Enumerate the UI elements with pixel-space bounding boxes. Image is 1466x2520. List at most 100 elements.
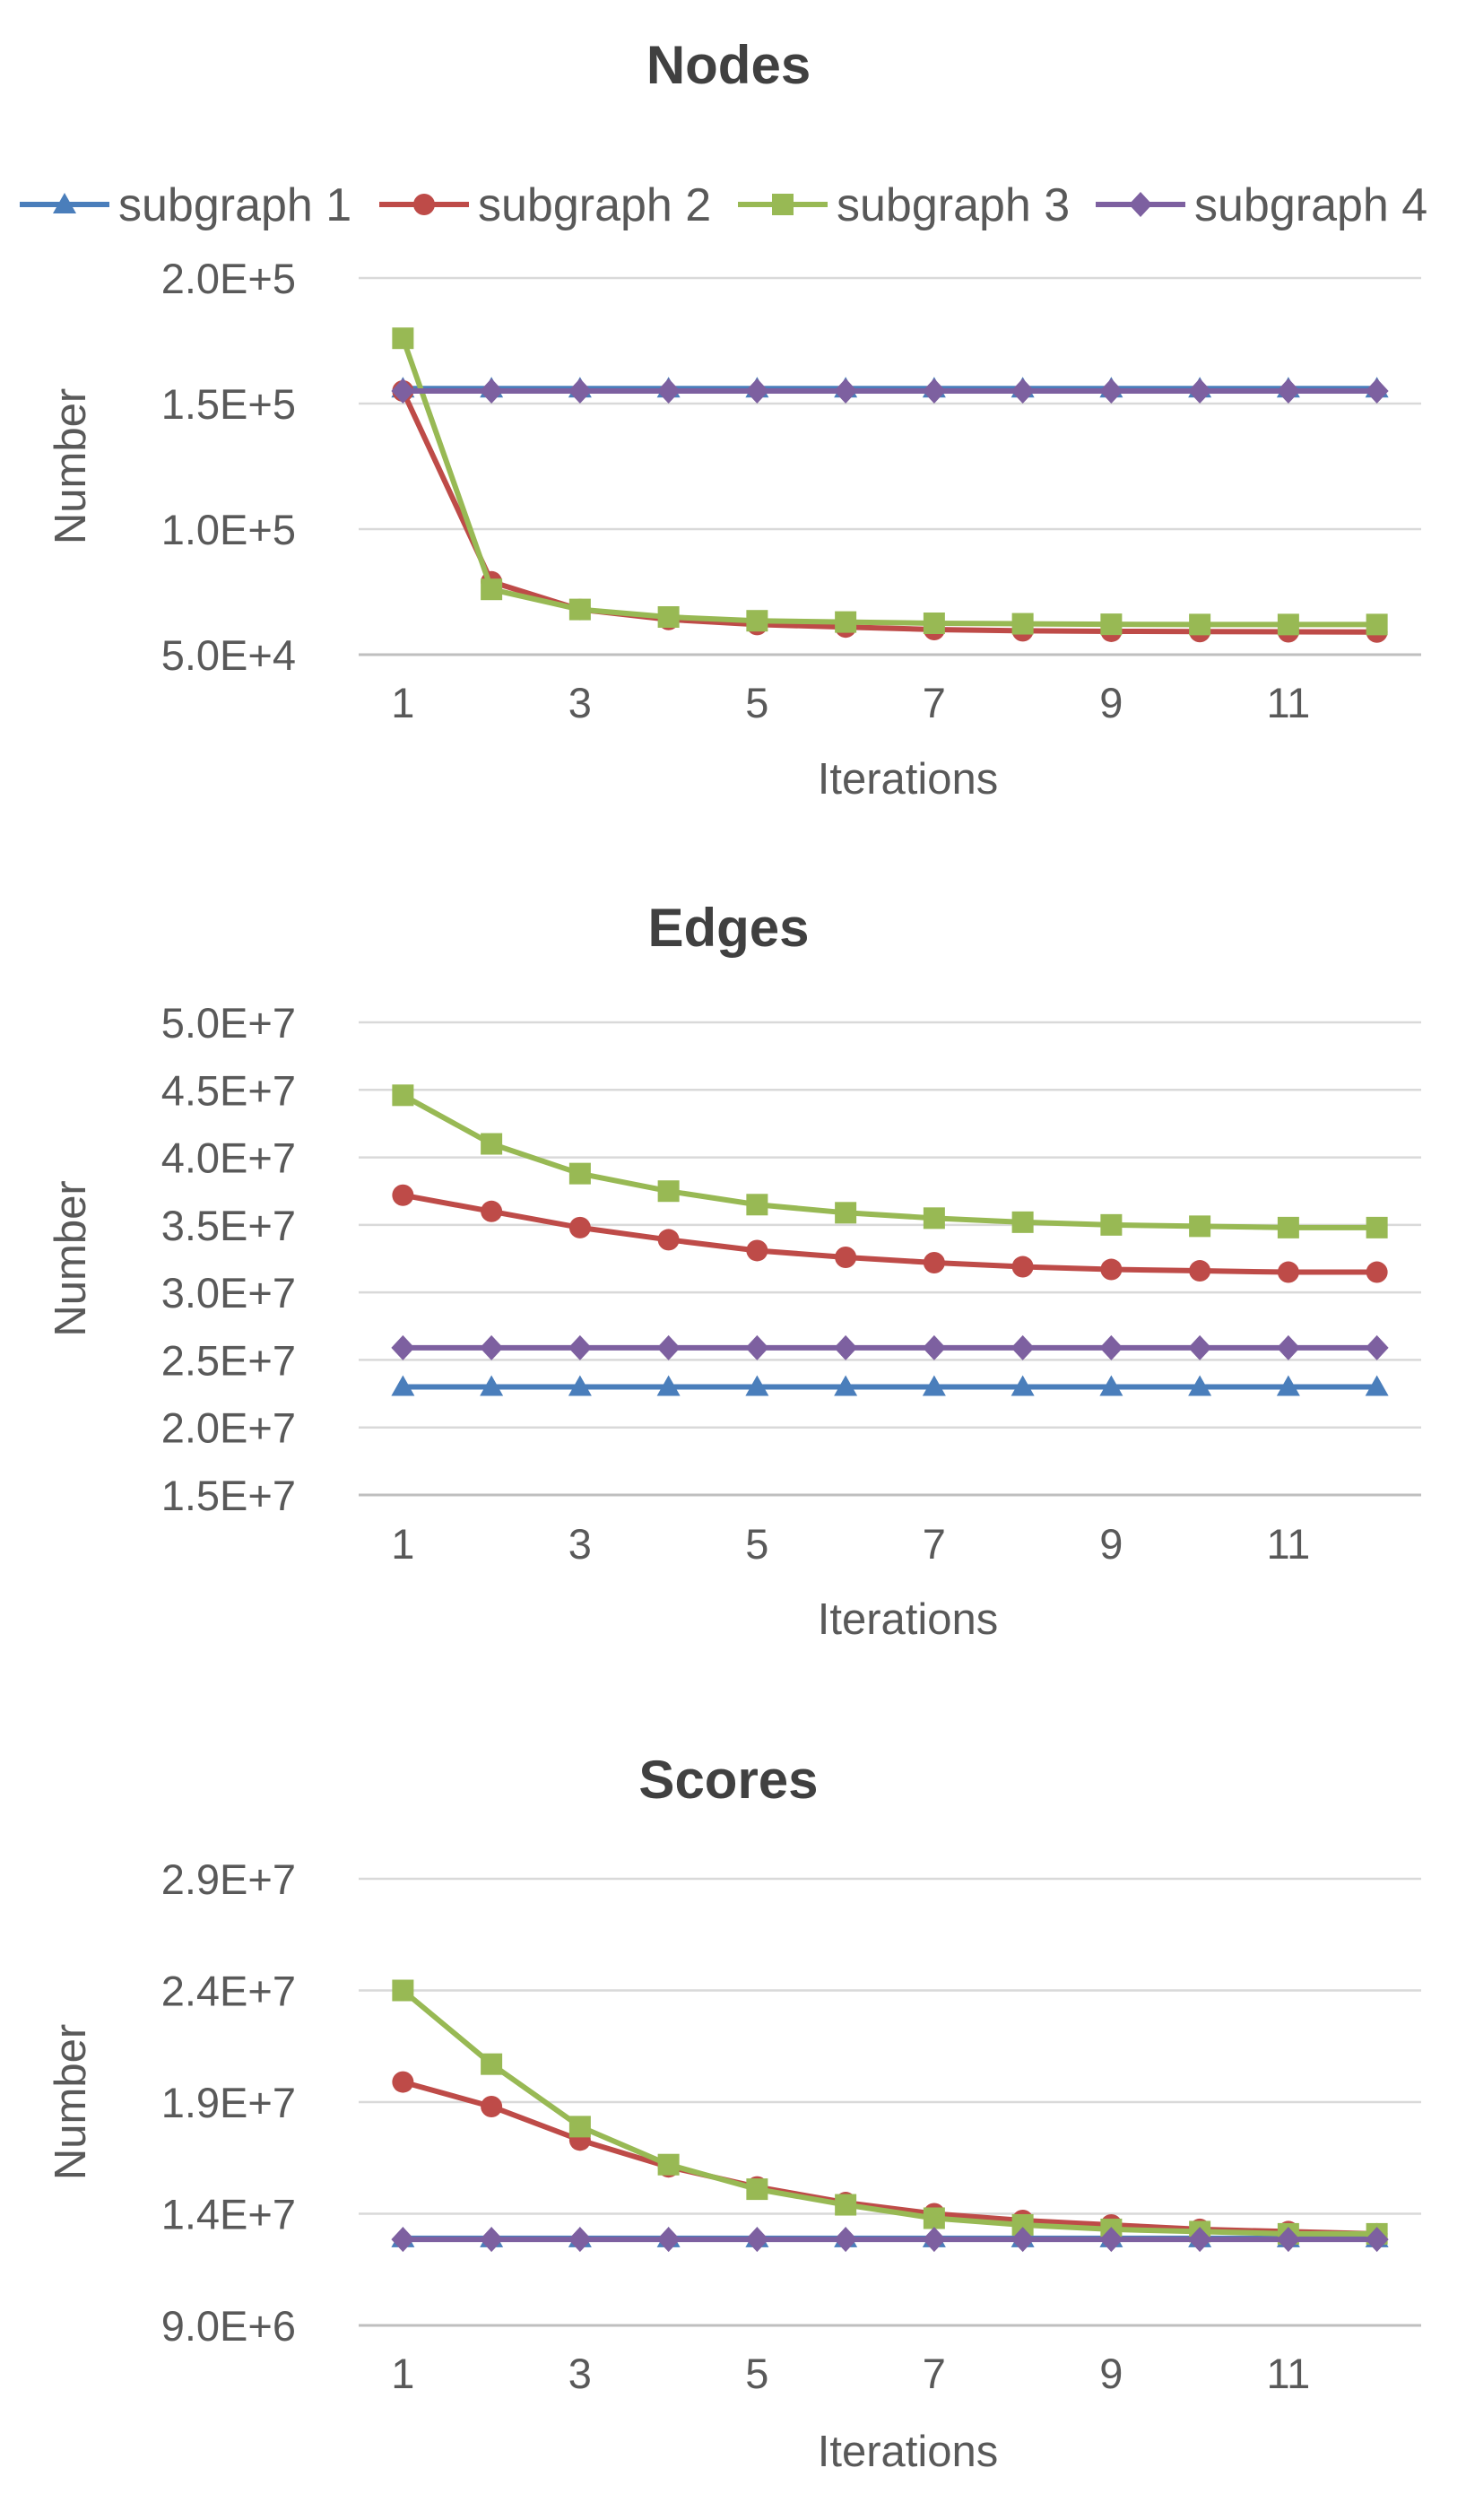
y-tick-label: 2.9E+7 xyxy=(161,1855,296,1903)
x-tick-label: 7 xyxy=(923,2350,946,2397)
data-point xyxy=(657,2153,680,2176)
series-line xyxy=(401,1092,1377,1230)
data-point xyxy=(1365,378,1389,404)
data-point xyxy=(923,1252,945,1274)
data-point xyxy=(568,378,592,404)
data-point xyxy=(481,2053,503,2075)
y-axis-label: Number xyxy=(47,2024,95,2180)
data-point xyxy=(835,611,857,633)
data-point xyxy=(480,2227,504,2253)
data-point xyxy=(568,2227,592,2253)
data-point xyxy=(1100,613,1123,636)
x-tick-label: 9 xyxy=(1099,679,1123,726)
data-point xyxy=(568,2116,591,2138)
y-tick-label: 4.5E+7 xyxy=(161,1066,296,1114)
data-point xyxy=(1100,1213,1123,1236)
y-axis-label: Number xyxy=(47,1180,95,1336)
data-point xyxy=(1099,378,1123,404)
y-tick-label: 3.5E+7 xyxy=(161,1202,296,1249)
data-point xyxy=(923,1207,945,1230)
data-point xyxy=(1277,1261,1299,1283)
y-axis-label: Number xyxy=(47,388,95,544)
data-point xyxy=(1099,2227,1123,2253)
series-subgraph-3 xyxy=(392,1979,1388,2245)
y-tick-label: 2.4E+7 xyxy=(161,1968,296,2015)
y-tick-label: 9.0E+6 xyxy=(161,2302,296,2350)
data-point xyxy=(835,1202,857,1224)
data-point xyxy=(657,606,680,628)
x-tick-label: 1 xyxy=(391,1520,414,1568)
data-point xyxy=(1366,613,1388,636)
data-point xyxy=(481,578,503,601)
series-subgraph-2 xyxy=(392,1184,1388,1283)
x-tick-label: 3 xyxy=(568,679,592,726)
legend-label: subgraph 1 xyxy=(118,179,351,231)
data-point xyxy=(1011,613,1034,635)
data-point xyxy=(746,2178,768,2201)
data-point xyxy=(923,613,945,634)
data-point xyxy=(1365,1375,1389,1396)
series-line xyxy=(400,389,1377,635)
legend-item: subgraph 2 xyxy=(379,179,711,231)
x-axis-label: Iterations xyxy=(818,1595,999,1644)
data-point xyxy=(834,2227,858,2253)
data-point xyxy=(1189,1260,1211,1282)
y-tick-label: 3.0E+7 xyxy=(161,1269,296,1316)
legend-marker-icon xyxy=(1129,192,1152,217)
series-subgraph-1 xyxy=(391,377,1389,398)
data-point xyxy=(1011,1256,1034,1278)
data-point xyxy=(1011,1334,1035,1360)
data-point xyxy=(1365,2227,1389,2253)
y-tick-label: 5.0E+7 xyxy=(161,999,296,1047)
data-point xyxy=(392,327,414,350)
data-point xyxy=(922,1334,946,1360)
x-tick-label: 1 xyxy=(391,2350,414,2397)
data-point xyxy=(1276,1375,1300,1396)
series-subgraph-4 xyxy=(391,1334,1389,1360)
data-point xyxy=(835,1246,857,1268)
data-point xyxy=(1276,1334,1300,1360)
data-point xyxy=(480,378,504,404)
x-tick-label: 5 xyxy=(745,1520,768,1568)
y-tick-label: 2.0E+5 xyxy=(161,255,296,302)
data-point xyxy=(392,1084,414,1107)
y-tick-label: 5.0E+4 xyxy=(161,631,296,679)
edges-chart: Edges 1.5E+7 2.0E+7 2.5E+7 3.0E+7 3.5E+7 4.0E+… xyxy=(47,898,1421,1644)
data-point xyxy=(922,2227,946,2253)
data-point xyxy=(834,1334,858,1360)
x-tick-label: 11 xyxy=(1266,1520,1310,1568)
data-point xyxy=(922,378,946,404)
x-tick-label: 9 xyxy=(1099,1520,1123,1568)
data-point xyxy=(1276,2227,1300,2253)
data-point xyxy=(391,378,415,404)
data-point xyxy=(481,2095,503,2117)
x-tick-label: 7 xyxy=(923,1520,946,1568)
data-point xyxy=(391,1375,415,1396)
data-point xyxy=(1011,2227,1035,2253)
series-subgraph-4 xyxy=(391,378,1389,404)
data-point xyxy=(835,2194,857,2216)
y-tick-label: 1.5E+7 xyxy=(161,1472,296,1519)
y-tick-label: 4.0E+7 xyxy=(161,1134,296,1182)
legend-item: subgraph 3 xyxy=(738,179,1070,231)
data-point xyxy=(1188,378,1212,404)
legend-marker-icon xyxy=(772,194,794,215)
data-point xyxy=(1011,1211,1034,1233)
data-point xyxy=(480,1375,504,1396)
data-point xyxy=(1189,613,1211,636)
data-point xyxy=(746,1194,768,1216)
series-line xyxy=(401,1988,1377,2237)
data-point xyxy=(392,2071,414,2093)
data-point xyxy=(392,1979,414,2002)
x-tick-label: 5 xyxy=(745,679,768,726)
data-point xyxy=(1366,1216,1388,1238)
nodes-chart: Nodes 5.0E+4 1.0E+5 1.5E+5 2.0E+5 1 3 5 7 9 11 Iter… xyxy=(47,35,1421,804)
series-subgraph-3 xyxy=(392,1084,1388,1238)
data-point xyxy=(657,1180,680,1203)
data-point xyxy=(568,598,591,621)
x-tick-label: 11 xyxy=(1266,2350,1310,2397)
x-axis-label: Iterations xyxy=(818,2428,999,2476)
data-point xyxy=(481,1133,503,1155)
data-point xyxy=(1189,1215,1211,1238)
